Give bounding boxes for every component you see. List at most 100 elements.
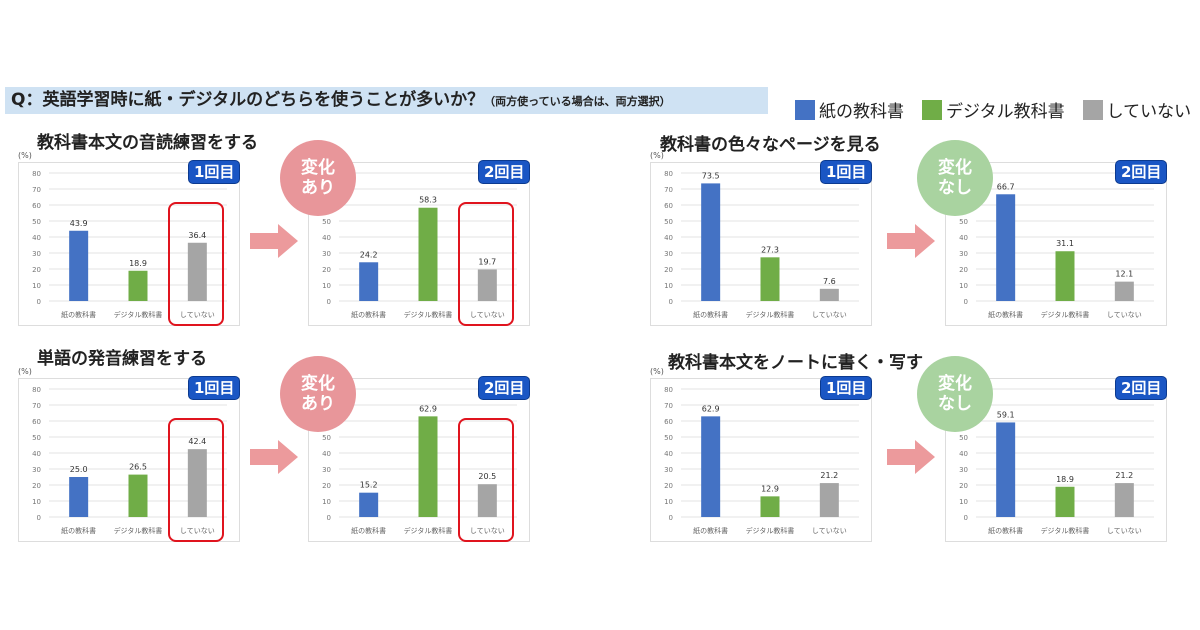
y-tick-label: 30	[664, 250, 673, 258]
bar-chart: 0 10 20 30 40 50 60 70 80 73.5 紙の教科書 27.3 デジタル教科書 7.6…	[664, 170, 859, 319]
y-tick-label: 50	[664, 218, 673, 226]
y-tick-label: 0	[37, 514, 41, 522]
bar-2	[819, 483, 839, 517]
bar-1	[760, 257, 780, 301]
bar-2	[819, 288, 839, 301]
y-tick-label: 30	[32, 250, 41, 258]
y-tick-label: 0	[327, 298, 331, 306]
x-tick-label: 紙の教科書	[693, 310, 728, 319]
round-badge: 2回目	[478, 160, 531, 184]
y-tick-label: 70	[32, 402, 41, 410]
data-label: 26.5	[129, 463, 147, 472]
x-tick-label: 紙の教科書	[988, 310, 1023, 319]
y-tick-label: 80	[32, 170, 41, 178]
highlight-box	[168, 202, 225, 326]
x-tick-label: 紙の教科書	[61, 526, 96, 535]
data-label: 62.9	[702, 404, 720, 413]
bar-0	[69, 230, 89, 301]
data-label: 12.1	[1115, 270, 1133, 279]
y-tick-label: 40	[322, 234, 331, 242]
x-tick-label: していない	[180, 527, 215, 535]
bar-0	[701, 183, 721, 301]
y-tick-label: 20	[32, 266, 41, 274]
arrow-right-icon	[250, 440, 298, 474]
legend-swatch	[795, 99, 815, 120]
y-tick-label: 40	[959, 234, 968, 242]
bar-2	[1114, 483, 1134, 517]
data-label: 27.3	[761, 245, 779, 254]
change-label-line: 変化	[938, 374, 972, 394]
y-tick-label: 20	[664, 482, 673, 490]
change-label-line: なし	[938, 394, 972, 414]
bar-2	[1114, 281, 1134, 301]
y-tick-label: 40	[32, 234, 41, 242]
change-no-badge: 変化 なし	[917, 140, 993, 216]
legend-swatch	[1082, 99, 1103, 120]
y-tick-label: 20	[322, 482, 331, 490]
data-label: 12.9	[761, 484, 779, 493]
y-tick-label: 40	[664, 234, 673, 242]
y-tick-label: 60	[32, 202, 41, 210]
bar-1	[1055, 486, 1075, 517]
data-label: 31.1	[1056, 239, 1074, 248]
bar-chart: 0102030405060708024.2紙の教科書58.3デジタル教科書19.…	[322, 170, 517, 319]
round-badge: 1回目	[188, 160, 241, 184]
y-tick-label: 10	[322, 498, 331, 506]
change-label-line: 変化	[301, 158, 335, 178]
round-badge: 1回目	[820, 160, 873, 184]
y-tick-label: 70	[664, 402, 673, 410]
bar-chart: 0 10 20 30 40 50 60 70 80 43.9 紙の教科書 18.9 デジタル教科書 36.…	[32, 170, 227, 319]
x-tick-label: していない	[1107, 311, 1142, 319]
y-tick-label: 20	[322, 266, 331, 274]
arrow-right-icon	[887, 440, 935, 474]
legend-swatch	[922, 99, 942, 120]
chart-panel: 0 10 20 30 40 50 60 70 80 62.9 紙の教科書 12.9 デジタル教科書 21.…	[650, 378, 872, 542]
bar-1	[1055, 251, 1075, 301]
change-yes-badge: 変化 あり	[280, 140, 356, 216]
chart-panel: 0 10 20 30 40 50 60 70 80 43.9 紙の教科書 18.9 デジタル教科書 36.…	[18, 162, 240, 326]
y-axis-unit: (%)	[18, 151, 32, 160]
chart-panel: 0102030405060708015.2紙の教科書62.9デジタル教科書20.…	[308, 378, 530, 542]
data-label: 36.4	[188, 231, 206, 240]
x-tick-label: 紙の教科書	[351, 310, 386, 319]
y-tick-label: 10	[32, 498, 41, 506]
y-tick-label: 30	[959, 250, 968, 258]
x-tick-label: デジタル教科書	[404, 310, 453, 319]
change-no-badge: 変化 なし	[917, 356, 993, 432]
change-label: 変化 なし	[938, 374, 972, 414]
data-label: 73.5	[702, 171, 720, 180]
chart-panel: 0 10 20 30 40 50 60 70 80 25.0 紙の教科書 26.5 デジタル教科書 42.…	[18, 378, 240, 542]
legend-label: デジタル教科書	[946, 102, 1065, 122]
x-tick-label: 紙の教科書	[988, 526, 1023, 535]
arrow-right-icon	[887, 224, 935, 258]
y-tick-label: 40	[959, 450, 968, 458]
y-tick-label: 10	[959, 282, 968, 290]
question-banner: Q：英語学習時に紙・デジタルのどちらを使うことが多いか？（両方使っている場合は、…	[5, 87, 768, 114]
y-tick-label: 10	[664, 282, 673, 290]
change-label-line: あり	[301, 394, 335, 414]
arrow-shape	[250, 440, 298, 474]
x-tick-label: デジタル教科書	[404, 526, 453, 535]
y-tick-label: 20	[664, 266, 673, 274]
data-label: 21.2	[820, 471, 838, 480]
y-tick-label: 50	[959, 218, 968, 226]
y-tick-label: 0	[669, 298, 673, 306]
arrow-shape	[887, 224, 935, 258]
y-tick-label: 10	[322, 282, 331, 290]
x-tick-label: していない	[1107, 527, 1142, 535]
y-axis-unit: (%)	[650, 367, 664, 376]
bar-0	[359, 492, 379, 517]
data-label: 18.9	[1056, 475, 1074, 484]
change-label: 変化 あり	[301, 158, 335, 198]
y-tick-label: 50	[664, 434, 673, 442]
x-tick-label: していない	[470, 311, 505, 319]
x-tick-label: していない	[812, 527, 847, 535]
bar-2	[187, 242, 207, 301]
data-label: 58.3	[419, 196, 437, 205]
y-tick-label: 50	[32, 218, 41, 226]
x-tick-label: デジタル教科書	[1041, 526, 1090, 535]
change-label-line: 変化	[938, 158, 972, 178]
y-tick-label: 60	[32, 418, 41, 426]
y-tick-label: 30	[32, 466, 41, 474]
x-tick-label: していない	[812, 311, 847, 319]
